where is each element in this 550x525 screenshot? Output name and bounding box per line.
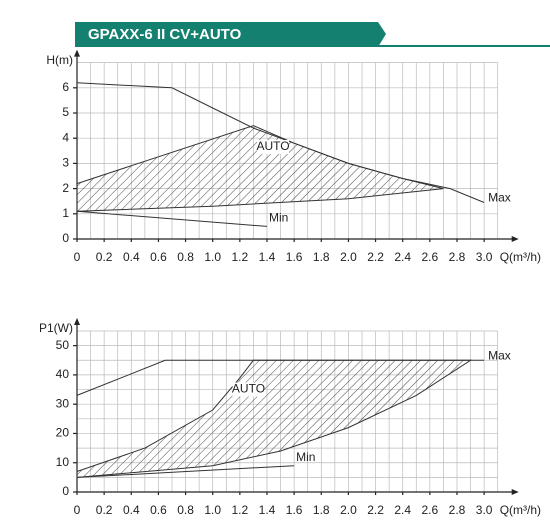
x-tick-label: 1.0 [204,503,221,517]
axes [76,323,516,493]
title: GPAXX-6 II CV+AUTO [88,26,242,43]
y-tick-label: 1 [62,206,69,220]
curve-label: Min [296,450,315,464]
curve-label: Max [488,348,511,362]
y-tick-label: 50 [56,338,70,352]
curve-label: AUTO [256,139,289,153]
axes [76,54,516,240]
x-tick-label: 0 [74,503,81,517]
x-tick-label: 0.4 [123,503,140,517]
x-tick-label: 1.2 [232,503,249,517]
y-tick-label: 10 [56,455,70,469]
y-tick-label: 0 [62,484,69,498]
axis-arrow [74,49,80,57]
axis-arrow [511,236,519,242]
x-tick-label: 2.6 [422,250,439,264]
x-tick-label: 2.8 [449,503,466,517]
x-tick-label: 0 [74,250,81,264]
x-tick-label: 0.4 [123,250,140,264]
title-tab [75,22,386,47]
y-axis-title: P1(W) [39,321,73,335]
x-tick-label: 2.4 [394,503,411,517]
x-tick-label: 2.0 [340,250,357,264]
curve-label: Max [488,191,511,205]
x-tick-label: 0.8 [177,503,194,517]
x-tick-label: 3.0 [476,503,493,517]
curve-label: Min [269,211,288,225]
curve [76,465,295,478]
y-tick-label: 3 [62,156,69,170]
y-tick-label: 2 [62,181,69,195]
y-tick-label: 30 [56,396,70,410]
y-tick-label: 4 [62,130,69,144]
x-axis-title: Q(m³/h) [500,503,541,517]
x-tick-label: 2.4 [394,250,411,264]
y-axis-title: H(m) [46,53,73,67]
x-tick-label: 0.6 [150,250,167,264]
auto-region [76,359,473,478]
x-tick-label: 1.6 [286,250,303,264]
x-tick-label: 1.6 [286,503,303,517]
y-tick-label: 0 [62,231,69,245]
x-tick-label: 1.4 [259,503,276,517]
x-tick-label: 0.6 [150,503,167,517]
x-tick-label: 2.6 [422,503,439,517]
y-tick-label: 40 [56,367,70,381]
y-tick-label: 20 [56,426,70,440]
x-tick-label: 0.8 [177,250,194,264]
x-tick-label: 3.0 [476,250,493,264]
curve-label: AUTO [232,382,265,396]
label-bg [257,140,290,155]
curve [76,210,268,227]
x-tick-label: 1.2 [232,250,249,264]
x-tick-label: 1.8 [313,503,330,517]
y-tick-label: 6 [62,80,69,94]
x-tick-label: 2.8 [449,250,466,264]
x-tick-label: 1.4 [259,250,276,264]
x-tick-label: 0.2 [96,503,113,517]
x-tick-label: 2.2 [367,250,384,264]
x-tick-label: 2.0 [340,503,357,517]
x-tick-label: 1.8 [313,250,330,264]
axis-arrow [74,318,80,325]
x-axis-title: Q(m³/h) [500,250,541,264]
axis-arrow [511,489,519,495]
x-tick-label: 1.0 [204,250,221,264]
auto-region [76,125,444,212]
label-bg [232,382,265,397]
x-tick-label: 2.2 [367,503,384,517]
y-tick-label: 5 [62,105,69,119]
x-tick-label: 0.2 [96,250,113,264]
